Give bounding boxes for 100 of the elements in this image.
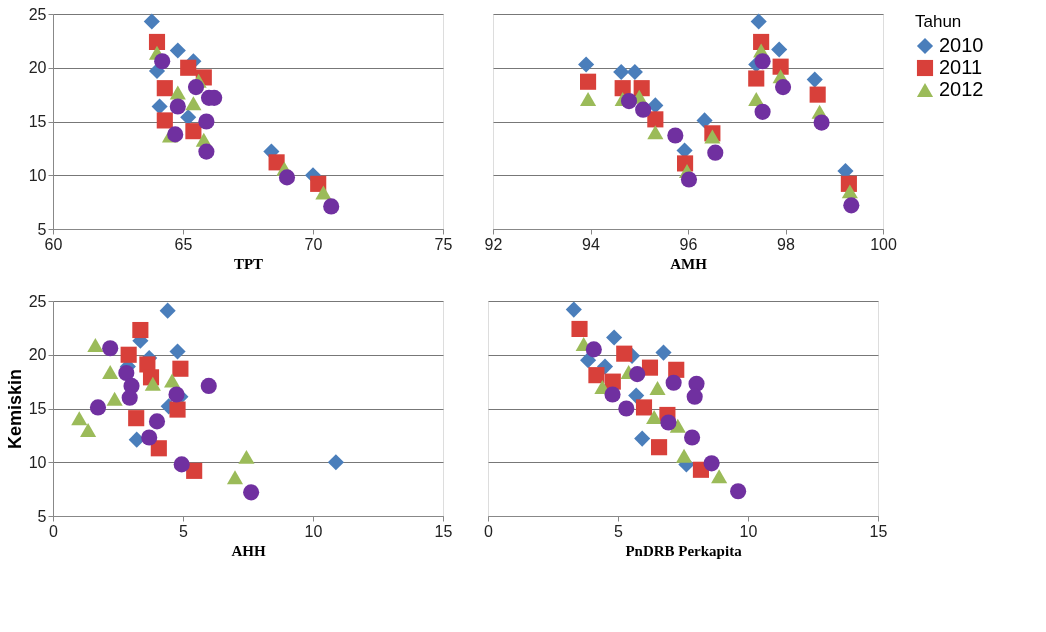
point [730, 483, 747, 500]
y-tick-label: 15 [28, 400, 47, 417]
point [80, 423, 97, 437]
point [649, 381, 666, 396]
point [565, 301, 582, 318]
point [580, 352, 597, 369]
y-tick-label: 15 [28, 113, 47, 130]
y-tick-label: 5 [37, 507, 47, 525]
point [156, 80, 173, 97]
point [641, 359, 659, 376]
point [87, 338, 104, 353]
point [187, 79, 205, 96]
point [156, 112, 173, 129]
x-tick-label: 60 [44, 235, 63, 253]
x-tick-label: 5 [614, 522, 624, 540]
point [754, 53, 771, 70]
point [684, 429, 701, 446]
point [169, 42, 186, 59]
y-tick-label: 10 [28, 453, 47, 471]
x-tick-label: 94 [582, 235, 600, 253]
x-tick-label: 70 [304, 235, 323, 253]
point [571, 320, 588, 338]
point [180, 109, 197, 126]
point [707, 144, 724, 161]
point [327, 454, 344, 471]
x-tick-label: 98 [777, 235, 795, 253]
point [323, 198, 340, 215]
point [588, 367, 605, 384]
point [616, 345, 633, 362]
point [180, 59, 197, 76]
point [315, 185, 332, 200]
point [164, 373, 181, 388]
point [665, 374, 682, 391]
point [772, 58, 789, 75]
x-axis-title: TPT [233, 255, 264, 272]
point [771, 41, 788, 58]
legend-label: 2012 [939, 78, 984, 100]
point [629, 366, 646, 383]
point [154, 53, 171, 70]
point [618, 400, 635, 417]
point [750, 13, 767, 30]
point [651, 439, 668, 456]
point [633, 80, 650, 97]
x-axis-title: PnDRB Perkapita [625, 542, 743, 559]
x-tick-label: 92 [484, 235, 503, 253]
point [141, 429, 158, 446]
point [169, 401, 186, 418]
point [806, 71, 823, 88]
point [169, 343, 186, 360]
y-axis-title: Kemiskin [4, 368, 25, 450]
point [754, 103, 771, 120]
legend-title: Tahun [915, 12, 962, 31]
point [198, 113, 215, 130]
y-tick-label: 20 [28, 59, 47, 77]
x-tick-label: 15 [869, 522, 888, 540]
point [647, 125, 664, 140]
point [580, 91, 597, 106]
point [185, 123, 202, 140]
point [686, 388, 703, 405]
point [169, 85, 186, 100]
point [680, 171, 698, 188]
point [173, 456, 190, 473]
point [200, 377, 217, 394]
point [151, 98, 168, 115]
point [144, 376, 161, 391]
point [278, 169, 296, 186]
y-tick-label: 10 [28, 166, 47, 184]
x-tick-label: 10 [304, 522, 323, 540]
point [843, 197, 860, 214]
x-tick-label: 96 [679, 235, 698, 253]
point [626, 63, 643, 81]
point [578, 56, 595, 73]
point [159, 302, 176, 319]
point [71, 411, 88, 426]
legend-label: 2010 [939, 34, 984, 56]
point [703, 455, 720, 472]
point [186, 462, 203, 479]
x-tick-label: 0 [49, 522, 59, 540]
point [647, 111, 664, 128]
point [102, 340, 119, 357]
x-tick-label: 75 [434, 235, 453, 253]
point [172, 360, 189, 377]
x-tick-label: 65 [174, 235, 193, 253]
point [89, 399, 107, 416]
point [711, 469, 728, 484]
point [169, 98, 186, 115]
y-tick-label: 25 [28, 5, 47, 23]
point [655, 344, 672, 361]
point [580, 73, 597, 90]
point [635, 101, 652, 118]
point [634, 430, 651, 447]
x-tick-label: 0 [484, 522, 494, 540]
point [120, 346, 137, 363]
point [809, 86, 826, 103]
point [167, 126, 184, 143]
point [148, 413, 166, 430]
point [121, 389, 138, 406]
point [667, 127, 684, 144]
point [226, 470, 244, 485]
point [813, 114, 830, 131]
